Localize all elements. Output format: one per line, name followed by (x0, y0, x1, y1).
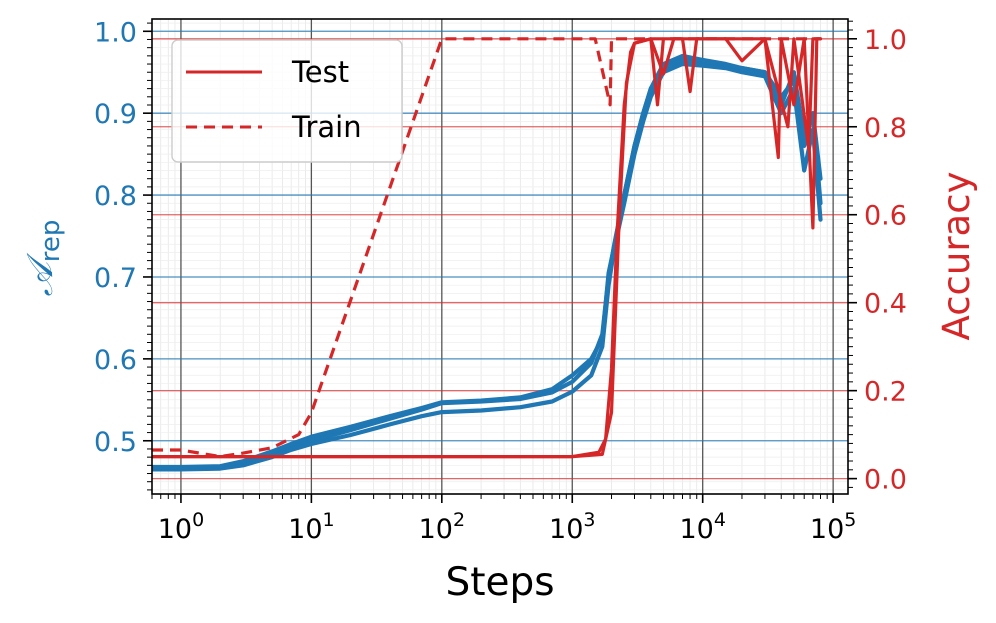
x-tick-base: 10 (810, 514, 844, 545)
x-tick-base: 10 (288, 514, 322, 545)
right-axis-title: Accuracy (935, 172, 978, 341)
y-left-tick-label: 0.8 (94, 181, 137, 212)
y-left-tick-label: 1.0 (94, 17, 137, 48)
left-axis-title: 𝒜rep (20, 220, 66, 297)
y-right-tick-label: 0.2 (864, 377, 907, 408)
y-right-tick-label: 0.4 (864, 289, 907, 320)
x-tick-base: 10 (679, 514, 713, 545)
series-layer (152, 37, 823, 472)
x-tick-exponent: 0 (192, 509, 204, 531)
left-axis-title-sub: rep (36, 220, 66, 263)
x-tick-label: 100 (158, 509, 204, 545)
y-left-tick-label: 0.9 (94, 99, 137, 130)
y-right-tick-label: 0.0 (864, 465, 907, 496)
x-tick-base: 10 (419, 514, 453, 545)
y-left-tick-label: 0.6 (94, 345, 137, 376)
x-tick-label: 105 (810, 509, 856, 545)
x-tick-exponent: 5 (844, 509, 856, 531)
x-axis-title: Steps (445, 560, 554, 605)
legend-test-label: Test (291, 55, 349, 89)
y-right-tick-label: 0.6 (864, 201, 907, 232)
svg-text:𝒜rep: 𝒜rep (20, 220, 66, 297)
legend-train-label: Train (291, 110, 362, 144)
x-tick-exponent: 4 (714, 509, 726, 531)
x-tick-exponent: 3 (583, 509, 595, 531)
y-right-tick-label: 1.0 (864, 25, 907, 56)
legend: Test Train (171, 39, 403, 163)
x-tick-label: 104 (679, 509, 725, 545)
y-right-tick-label: 0.8 (864, 113, 907, 144)
arep-series-line-2 (152, 53, 823, 470)
x-tick-label: 102 (419, 509, 465, 545)
x-tick-exponent: 2 (453, 509, 465, 531)
x-tick-exponent: 1 (323, 509, 335, 531)
x-tick-base: 10 (158, 514, 192, 545)
x-tick-base: 10 (549, 514, 583, 545)
y-left-tick-label: 0.7 (94, 263, 137, 294)
axis-ticks: 100 101 102 103 104 1050.50.60.70.80.91.00.00… (94, 17, 907, 545)
x-tick-label: 103 (549, 509, 595, 545)
x-tick-label: 101 (288, 509, 334, 545)
plot-frame (151, 18, 849, 495)
test-accuracy-line-4 (152, 37, 823, 459)
legend-box (171, 39, 403, 163)
train-accuracy-line-5 (152, 37, 821, 459)
y-left-tick-label: 0.5 (94, 427, 137, 458)
